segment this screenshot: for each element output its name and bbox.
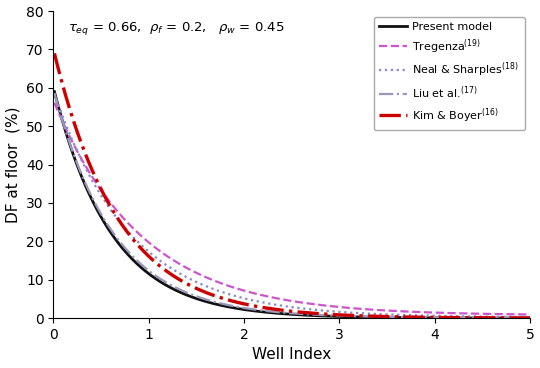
Text: $\tau_{eq}$ = 0.66,  $\rho_f$ = 0.2,   $\rho_w$ = 0.45: $\tau_{eq}$ = 0.66, $\rho_f$ = 0.2, $\rh… <box>68 20 285 37</box>
Legend: Present model, Tregenza$^{(19)}$, Neal & Sharples$^{(18)}$, Liu et al.$^{(17)}$,: Present model, Tregenza$^{(19)}$, Neal &… <box>374 17 524 130</box>
Y-axis label: DF at floor  (%): DF at floor (%) <box>5 106 21 223</box>
X-axis label: Well Index: Well Index <box>252 347 332 362</box>
